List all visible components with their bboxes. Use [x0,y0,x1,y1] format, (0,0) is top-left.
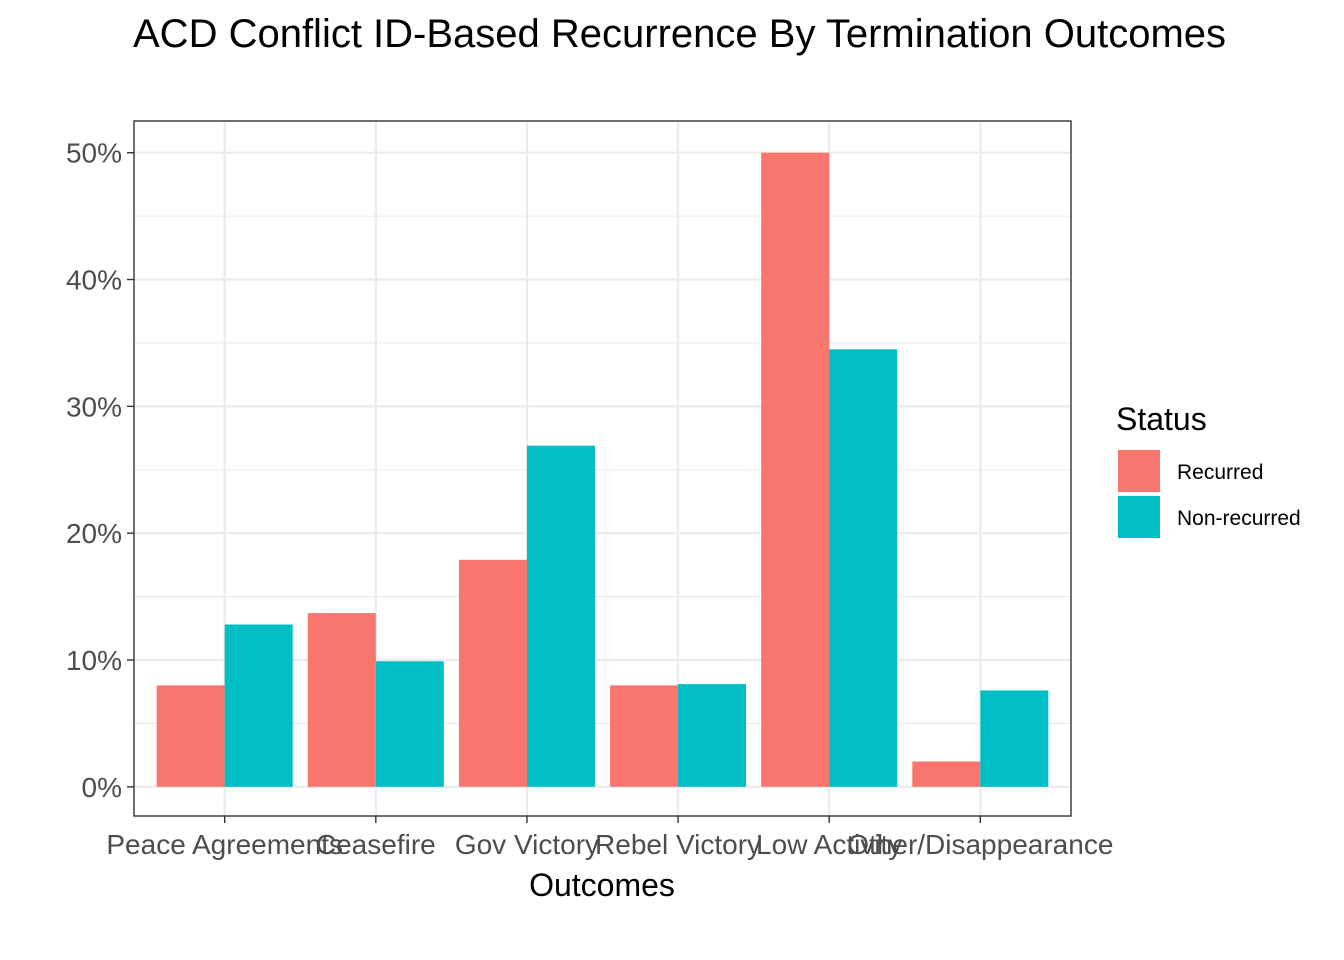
y-tick-label: 10% [66,645,122,676]
bar-non-recurred-2 [526,445,595,787]
legend-title: Status [1116,401,1207,437]
bar-recurred-5 [912,761,981,787]
panel-border [133,120,1072,817]
x-tick-label: Ceasefire [316,829,436,860]
x-tick-label: Low Activity [756,829,902,860]
legend-label: Recurred [1177,461,1263,484]
bar-non-recurred-3 [678,684,747,787]
x-tick-label: Other/Disappearance [847,829,1113,860]
bar-recurred-2 [458,559,527,787]
y-tick-label: 20% [66,518,122,549]
bars [156,152,1049,787]
legend-key-non-recurred [1118,496,1160,538]
legend-label: Non-recurred [1177,507,1301,530]
y-tick-label: 30% [66,391,122,422]
bar-recurred-0 [156,685,225,787]
x-tick-label: Rebel Victory [595,829,761,860]
bar-recurred-1 [307,613,376,787]
bar-recurred-3 [610,685,679,787]
x-tick-label: Peace Agreements [106,829,343,860]
y-tick-label: 50% [66,138,122,169]
bar-non-recurred-0 [224,624,293,787]
chart-title: ACD Conflict ID-Based Recurrence By Term… [133,12,1226,56]
bar-non-recurred-1 [375,661,444,787]
y-tick-label: 0% [82,772,122,803]
bar-recurred-4 [761,152,830,787]
legend: Status Recurred Non-recurred [1116,401,1301,538]
legend-items: Recurred Non-recurred [1118,450,1301,538]
x-tick-label: Gov Victory [455,829,599,860]
y-tick-label: 40% [66,265,122,296]
bar-non-recurred-5 [980,690,1049,787]
plot-panel [133,120,1072,817]
x-axis-title: Outcomes [529,867,675,903]
y-axis: 0% 10% 20% 30% 40% 50% [66,138,134,803]
bar-non-recurred-4 [829,349,898,787]
legend-key-recurred [1118,450,1160,492]
